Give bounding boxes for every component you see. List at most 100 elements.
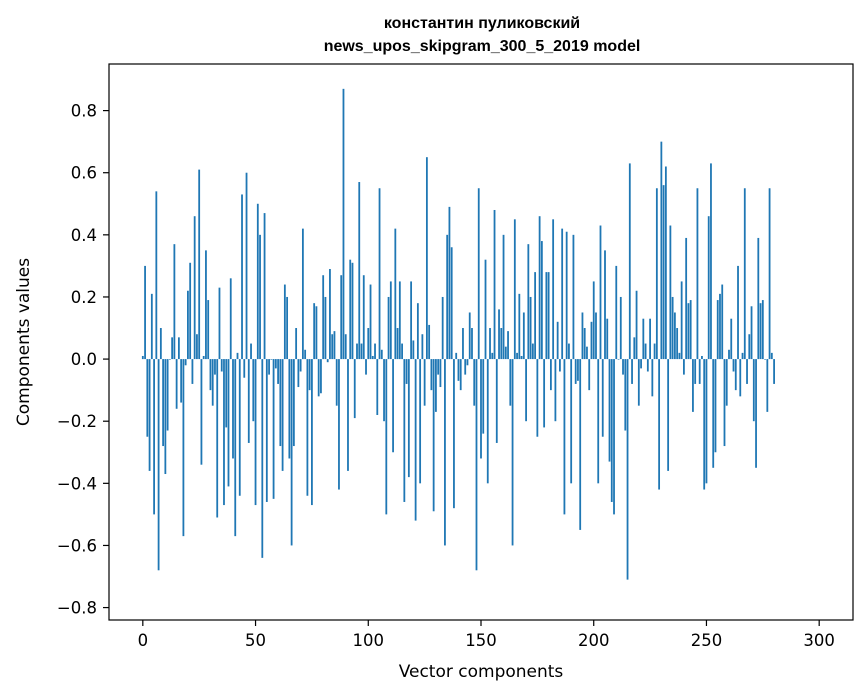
bar-234 [669,225,672,360]
bar-130 [435,359,437,412]
bar-256 [719,293,721,360]
bar-164 [511,359,514,546]
y-tick-label: −0.6 [57,536,97,555]
bar-55 [265,359,268,502]
bar-49 [252,359,255,422]
y-tick-label: 0.4 [71,226,97,245]
bar-216 [628,163,631,360]
chart-title-line-2: news_upos_skipgram_300_5_2019 model [324,38,641,55]
bar-245 [694,359,697,384]
bar-241 [685,237,688,360]
bar-64 [286,296,289,360]
bar-231 [662,185,665,360]
bar-24 [196,334,198,360]
bar-35 [220,359,223,372]
bar-275 [761,300,764,360]
bar-263 [734,359,737,391]
bar-10 [164,359,167,475]
bar-271 [752,359,755,422]
bar-265 [739,359,742,397]
bar-239 [680,281,683,360]
bar-11 [166,359,169,431]
bar-122 [416,303,419,360]
bar-159 [500,328,503,360]
bar-99 [365,359,367,375]
bar-273 [757,237,760,360]
bar-229 [658,359,661,490]
bar-272 [755,359,757,468]
bar-124 [421,334,424,360]
bar-171 [527,244,530,360]
bar-12 [168,359,171,360]
bar-115 [401,343,403,360]
bar-3 [148,359,151,471]
bar-98 [362,275,365,360]
bar-179 [545,272,548,360]
y-tick-label: −0.2 [57,412,97,431]
bar-232 [664,166,667,360]
bar-103 [374,343,376,360]
bar-260 [728,349,730,360]
bar-70 [299,359,302,372]
bar-62 [281,359,284,471]
bar-7 [157,359,160,571]
bar-168 [520,355,523,360]
bars-group [141,88,775,580]
bar-42 [236,352,239,360]
bar-48 [250,343,252,360]
bar-67 [292,359,295,447]
bar-152 [484,259,487,360]
bar-200 [592,281,595,360]
bar-80 [322,275,325,360]
bar-169 [522,312,525,360]
bar-108 [385,359,388,515]
bar-117 [405,359,408,384]
bar-75 [311,359,313,506]
bar-219 [635,290,638,360]
bar-109 [387,296,390,360]
bar-93 [351,262,354,360]
chart-title-line-1: константин пуликовский [384,15,580,32]
bar-240 [683,359,685,375]
bar-214 [624,359,627,431]
bar-258 [723,359,726,447]
bar-195 [581,312,584,360]
bar-52 [259,234,261,360]
bar-37 [225,359,228,428]
bar-36 [223,359,225,506]
bar-250 [705,359,708,484]
bar-138 [453,359,455,509]
bar-238 [678,352,681,360]
bar-27 [202,355,205,360]
bar-1 [144,265,146,360]
bar-100 [367,328,370,360]
bar-189 [568,343,570,360]
bar-261 [730,318,733,360]
bar-251 [707,216,710,360]
bar-205 [604,250,606,360]
bar-73 [306,359,309,496]
bar-140 [457,359,460,381]
bar-254 [714,359,717,453]
chart-title: константин пуликовский news_upos_skipgra… [324,15,641,55]
bar-25 [198,169,201,360]
bar-157 [495,359,498,443]
y-tick-label: −0.8 [57,599,97,618]
bar-136 [448,206,451,360]
bar-58 [272,359,275,499]
bar-21 [189,262,192,360]
bar-143 [464,359,467,375]
bar-131 [437,359,440,375]
bar-274 [759,303,762,360]
bar-174 [534,272,537,360]
bar-127 [428,324,431,360]
bar-153 [486,359,489,484]
bar-212 [619,296,622,360]
bar-82 [326,359,329,363]
bar-28 [205,250,207,360]
plot-frame [108,63,854,621]
bar-71 [301,228,304,360]
bar-14 [173,244,176,360]
bar-158 [498,309,500,360]
